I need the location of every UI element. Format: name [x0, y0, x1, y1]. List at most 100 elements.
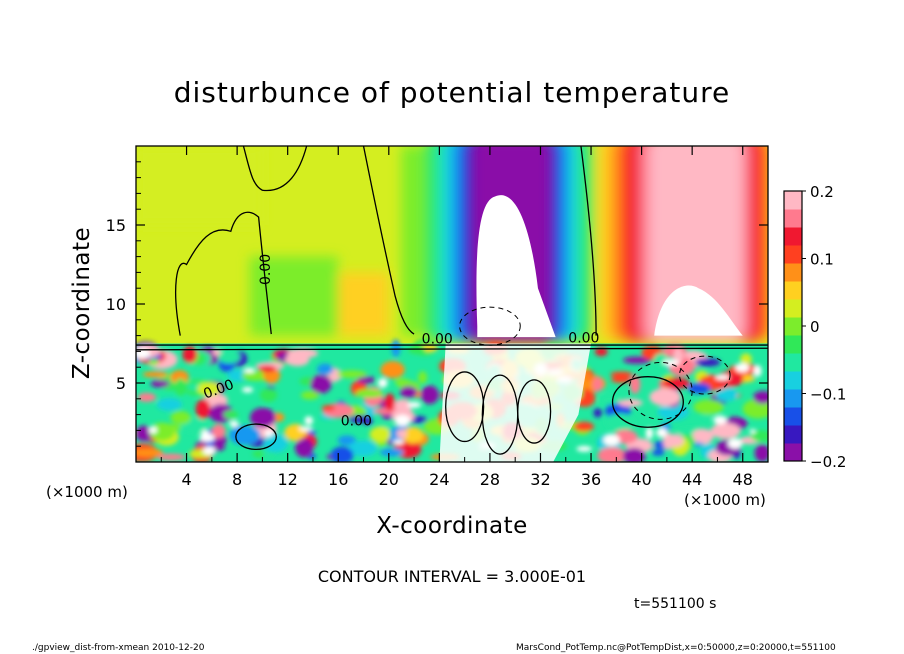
contour-loop: [445, 371, 485, 443]
turbulent-patch: [693, 399, 724, 415]
contour-interval-label: CONTOUR INTERVAL = 3.000E-01: [317, 567, 587, 586]
contour-loop: [517, 379, 552, 444]
turbulent-patch: [379, 448, 404, 457]
z-unit-label: (×1000 m): [684, 491, 766, 509]
saturated-patch: [749, 429, 756, 434]
turbulent-patch: [156, 453, 186, 461]
turbulent-patch: [285, 353, 310, 367]
turbulent-patch: [263, 433, 289, 453]
contour-line: [362, 146, 415, 335]
turbulent-patch: [227, 369, 248, 382]
turbulent-patch: [692, 428, 714, 445]
colorbar-segment: [784, 443, 802, 462]
chart-title: disturbunce of potential temperature: [173, 76, 731, 109]
contour-loop: [611, 376, 684, 428]
turbulent-patch: [223, 410, 239, 419]
turbulent-patch: [622, 447, 646, 462]
turbulent-patch: [211, 424, 226, 439]
turbulent-patch: [137, 392, 156, 402]
x-tick-label: 16: [328, 470, 348, 489]
turbulent-patch: [321, 404, 336, 412]
y-axis: 5 10 15: [106, 161, 768, 447]
turbulent-patch: [150, 380, 170, 388]
turbulent-patch: [142, 371, 168, 378]
saturated-patch: [229, 420, 239, 428]
saturated-patch: [377, 378, 388, 388]
turbulent-patch: [156, 398, 182, 411]
negative-contours: [459, 306, 731, 420]
turbulent-patch: [258, 365, 277, 373]
saturated-patch: [727, 438, 743, 449]
turbulent-patch: [316, 363, 334, 376]
saturated-patch: [753, 364, 762, 377]
turbulent-patch: [649, 388, 681, 407]
x-unit-label: (×1000 m): [46, 483, 128, 501]
warm-core-saturated: [654, 285, 743, 336]
contour-label: 0.00: [341, 414, 372, 430]
turbulent-patch: [170, 411, 191, 425]
turbulent-patch: [337, 370, 367, 379]
turbulent-patch: [259, 388, 278, 402]
saturated-patch: [645, 427, 654, 440]
x-tick-label: 20: [379, 470, 399, 489]
colorbar-segment: [784, 317, 802, 336]
turbulent-patch: [394, 378, 411, 387]
colorbar-segment: [784, 299, 802, 318]
heatmap-plot-area: 0.000.00 0.000.000.00: [136, 146, 768, 462]
colorbar-tick-label: 0: [810, 318, 820, 336]
turbulent-patch: [197, 381, 221, 397]
contour-line: [136, 347, 768, 351]
turbulent-patch: [170, 370, 189, 384]
x-tick-label: 8: [232, 470, 242, 489]
saturated-patch: [243, 367, 256, 373]
colorbar-tick-label: −0.2: [810, 453, 846, 471]
x-tick-label: 4: [181, 470, 191, 489]
turbulent-patch: [742, 398, 768, 419]
turbulent-patch: [592, 377, 603, 392]
field-patch: [136, 146, 263, 225]
turbulent-patch: [218, 350, 241, 364]
turbulent-patch: [754, 444, 768, 462]
footer-right: MarsCond_PotTemp.nc@PotTempDist,x=0:5000…: [516, 643, 836, 653]
turbulent-patch: [337, 435, 356, 446]
colorbar-tick-label: 0.1: [810, 251, 834, 269]
colorbar-tick-label: −0.1: [810, 386, 846, 404]
colorbar-segment: [784, 425, 802, 444]
turbulent-patch: [715, 387, 738, 402]
turbulent-patch: [384, 393, 395, 411]
x-axis: 4 8 12 16 20 24 28 32 36 40 44 48: [160, 146, 769, 489]
colorbar-segment: [784, 263, 802, 282]
y-tick-label: 5: [116, 374, 126, 393]
colorbar-segment: [784, 389, 802, 408]
cold-core-saturated: [476, 195, 556, 338]
contour-loop: [235, 423, 277, 451]
saturated-patch: [148, 426, 158, 434]
turbulent-patch: [369, 426, 391, 443]
turbulent-patch: [228, 425, 261, 446]
turbulent-patch: [355, 389, 384, 398]
turbulent-patch: [149, 422, 175, 441]
saturated-patch: [392, 439, 405, 445]
turbulent-patch: [357, 376, 376, 384]
turbulent-patch: [687, 382, 711, 394]
saturated-patch: [394, 414, 411, 427]
turbulent-patch: [420, 385, 439, 405]
turbulent-patch: [136, 448, 164, 458]
colorbar-segment: [784, 335, 802, 354]
colorbar-segment: [784, 191, 802, 210]
turbulent-patch: [610, 376, 631, 383]
contour-label: 0.00: [422, 332, 453, 348]
colorbar-segment: [784, 407, 802, 426]
turbulent-patch: [618, 398, 643, 407]
turbulent-patch: [249, 407, 276, 428]
x-tick-label: 32: [530, 470, 550, 489]
contour-label: 0.00: [568, 331, 599, 347]
turbulent-patch: [408, 345, 426, 355]
turbulent-patch: [330, 446, 354, 462]
turbulent-patch: [661, 377, 690, 389]
contour-loop-dashed: [679, 355, 731, 395]
turbulent-patch: [740, 353, 752, 366]
x-tick-label: 12: [278, 470, 298, 489]
turbulent-patch: [610, 371, 633, 378]
saturated-patch: [576, 446, 592, 452]
